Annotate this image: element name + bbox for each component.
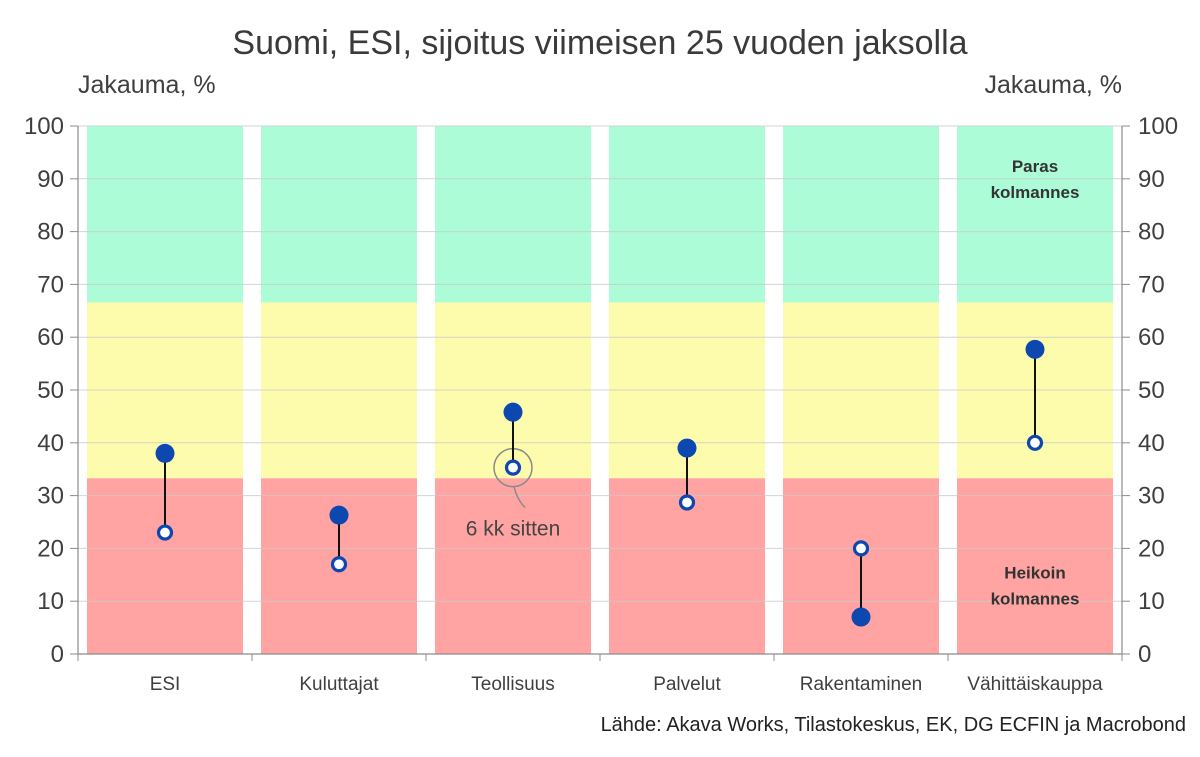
band-labels: Heikoin kolmannes Paras kolmannes xyxy=(991,157,1080,609)
point-previous-5 xyxy=(1026,434,1044,451)
point-current-3 xyxy=(677,438,697,458)
point-previous-3 xyxy=(678,494,696,511)
y-tick-label-left-40: 40 xyxy=(37,430,64,457)
band-label-0-0: Heikoin xyxy=(1004,563,1065,582)
y-tick-label-left-100: 100 xyxy=(24,113,64,140)
point-current-2 xyxy=(503,402,523,422)
annotation: 6 kk sitten xyxy=(466,447,561,541)
y-tick-label-right-20: 20 xyxy=(1138,535,1165,562)
y-tick-label-left-0: 0 xyxy=(51,641,64,668)
band-best-0 xyxy=(87,126,243,303)
source-note: Lähde: Akava Works, Tilastokeskus, EK, D… xyxy=(601,714,1186,736)
x-tick-label-4: Rakentaminen xyxy=(800,674,923,695)
y-tick-label-right-100: 100 xyxy=(1138,113,1178,140)
x-tick-label-5: Vähittäiskauppa xyxy=(967,674,1103,695)
y-tick-label-left-30: 30 xyxy=(37,483,64,510)
y-tick-label-left-20: 20 xyxy=(37,535,64,562)
annotation-leader xyxy=(513,486,526,509)
band-label-2-1: kolmannes xyxy=(991,183,1080,202)
x-tick-label-0: ESI xyxy=(150,674,181,695)
y-tick-label-left-90: 90 xyxy=(37,166,64,193)
point-previous-0 xyxy=(156,524,174,541)
band-label-2-0: Paras xyxy=(1012,157,1058,176)
y-tick-label-left-50: 50 xyxy=(37,377,64,404)
point-current-4 xyxy=(851,607,871,627)
band-best-1 xyxy=(261,126,417,303)
point-current-1 xyxy=(329,505,349,525)
band-best-3 xyxy=(609,126,765,303)
chart-title: Suomi, ESI, sijoitus viimeisen 25 vuoden… xyxy=(232,24,967,62)
point-previous-2 xyxy=(504,459,522,476)
band-weakest-2 xyxy=(435,478,591,654)
x-tick-label-1: Kuluttajat xyxy=(299,674,379,695)
annotation-text: 6 kk sitten xyxy=(466,518,561,541)
band-weakest-5 xyxy=(957,478,1113,654)
data-marks xyxy=(155,339,1045,627)
band-best-4 xyxy=(783,126,939,303)
gridlines xyxy=(78,125,1122,602)
y-axis-label-right: Jakauma, % xyxy=(984,71,1122,99)
y-tick-label-right-80: 80 xyxy=(1138,219,1165,246)
band-best-2 xyxy=(435,126,591,303)
y-tick-label-right-30: 30 xyxy=(1138,483,1165,510)
y-tick-label-left-60: 60 xyxy=(37,324,64,351)
y-tick-label-left-10: 10 xyxy=(37,588,64,615)
axes: 0 0 10 10 20 20 30 30 40 40 50 50 60 60 70 70 80 80 90 90 10… xyxy=(24,113,1178,695)
x-tick-label-3: Palvelut xyxy=(653,674,721,695)
point-previous-1 xyxy=(330,556,348,573)
y-tick-label-right-60: 60 xyxy=(1138,324,1165,351)
y-tick-label-right-40: 40 xyxy=(1138,430,1165,457)
point-current-5 xyxy=(1025,339,1045,359)
point-previous-4 xyxy=(852,540,870,557)
y-tick-label-right-10: 10 xyxy=(1138,588,1165,615)
y-tick-label-right-50: 50 xyxy=(1138,377,1165,404)
y-tick-label-left-80: 80 xyxy=(37,219,64,246)
y-tick-label-left-70: 70 xyxy=(37,271,64,298)
y-axis-label-left: Jakauma, % xyxy=(78,71,216,99)
band-best-5 xyxy=(957,126,1113,303)
x-tick-label-2: Teollisuus xyxy=(471,674,554,695)
y-tick-label-right-70: 70 xyxy=(1138,271,1165,298)
y-tick-label-right-0: 0 xyxy=(1138,641,1151,668)
point-current-0 xyxy=(155,443,175,463)
y-tick-label-right-90: 90 xyxy=(1138,166,1165,193)
band-label-0-1: kolmannes xyxy=(991,589,1080,608)
